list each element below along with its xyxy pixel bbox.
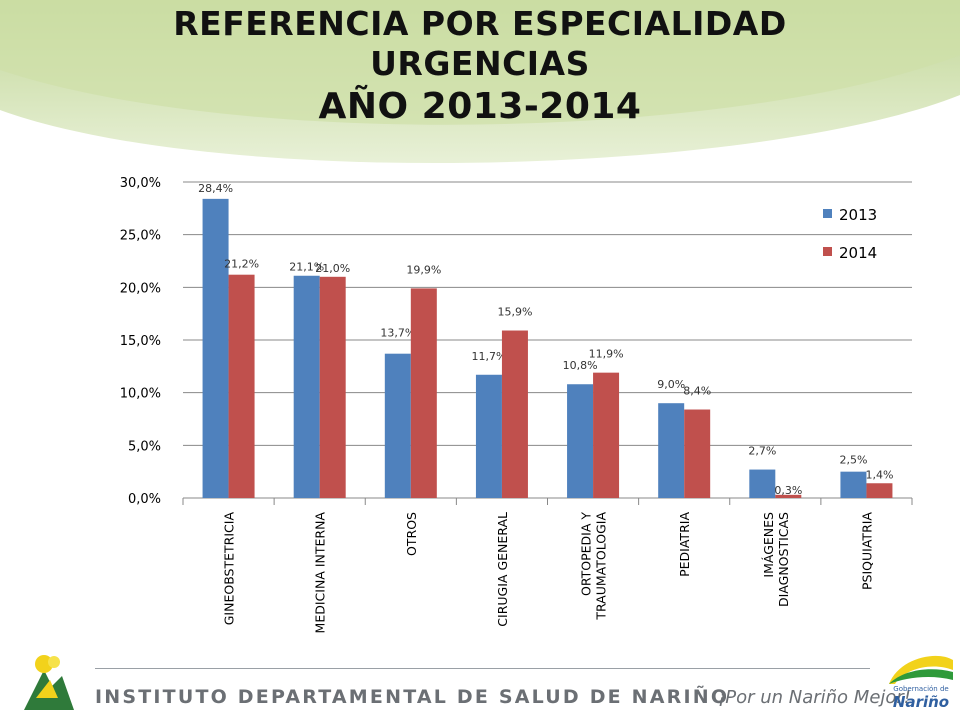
- data-label: 1,4%: [865, 468, 893, 481]
- data-label: 15,9%: [497, 306, 532, 319]
- bar-2013: [840, 471, 867, 498]
- bar-chart: 0,0% 5,0% 10,0% 15,0% 20,0% 25,0% 30,0% 28,4% 21…: [95, 165, 920, 665]
- data-label: 0,3%: [774, 484, 802, 497]
- title-line-1: REFERENCIA POR ESPECIALIDAD: [173, 4, 787, 43]
- title-line-3: AÑO 2013-2014: [318, 85, 642, 127]
- category-label: DIAGNOSTICAS: [776, 512, 791, 607]
- y-tick-label: 20,0%: [120, 281, 161, 296]
- footer: INSTITUTO DEPARTAMENTAL DE SALUD DE NARI…: [0, 650, 960, 720]
- category-label: GINEOBSTETRICIA: [222, 512, 237, 626]
- bar-2014: [684, 409, 711, 498]
- bar-2014: [319, 276, 346, 498]
- data-label: 10,8%: [563, 359, 598, 372]
- institution-name: INSTITUTO DEPARTAMENTAL DE SALUD DE NARI…: [95, 686, 730, 708]
- footer-divider: [95, 668, 870, 669]
- institution-logo-icon: [24, 655, 74, 710]
- legend-label: 2014: [839, 244, 877, 262]
- bar-2013: [293, 275, 320, 498]
- data-label: 21,0%: [315, 262, 350, 275]
- data-label: 8,4%: [683, 385, 711, 398]
- bar-2013: [384, 353, 411, 498]
- gobernacion-logo-text: Gobernación de Nariño: [889, 685, 953, 711]
- y-tick-label: 5,0%: [128, 439, 161, 454]
- y-tick-label: 25,0%: [120, 229, 161, 244]
- data-label: 28,4%: [198, 182, 233, 195]
- bar-2014: [775, 494, 802, 498]
- category-label: IMÁGENES: [761, 512, 776, 578]
- slogan: ¡Por un Nariño Mejor!: [718, 687, 912, 708]
- bar-2013: [475, 374, 502, 498]
- bar-2014: [410, 288, 437, 498]
- category-label: MEDICINA INTERNA: [313, 512, 328, 634]
- data-label: 11,9%: [589, 348, 624, 361]
- bar-2014: [593, 372, 620, 498]
- bar-2014: [228, 274, 255, 498]
- bar-2014: [501, 330, 528, 498]
- category-label: PSIQUIATRIA: [859, 512, 874, 590]
- title-line-2: URGENCIAS: [370, 44, 590, 84]
- legend-swatch-2013: [823, 209, 832, 218]
- chart-svg: 0,0% 5,0% 10,0% 15,0% 20,0% 25,0% 30,0% 28,4% 21…: [120, 176, 913, 634]
- data-label: 13,7%: [380, 327, 415, 340]
- slide-title: REFERENCIA POR ESPECIALIDAD URGENCIAS AÑ…: [0, 4, 960, 128]
- bar-2014: [866, 483, 893, 498]
- data-label: 21,1%: [289, 261, 324, 274]
- y-tick-label: 0,0%: [128, 492, 161, 507]
- logo-big-text: Nariño: [892, 692, 950, 711]
- data-label: 2,5%: [839, 454, 867, 467]
- category-label: CIRUGIA GENERAL: [495, 512, 510, 627]
- bar-2013: [658, 403, 685, 498]
- y-tick-label: 30,0%: [120, 176, 161, 191]
- bar-2013: [202, 198, 229, 498]
- legend-swatch-2014: [823, 247, 832, 256]
- y-tick-label: 15,0%: [120, 334, 161, 349]
- data-label: 9,0%: [657, 378, 685, 391]
- category-label: PEDIATRIA: [677, 512, 692, 577]
- legend-label: 2013: [839, 206, 877, 224]
- data-label: 19,9%: [406, 263, 441, 276]
- data-label: 11,7%: [471, 350, 506, 363]
- bar-2013: [567, 384, 594, 498]
- bar-2013: [749, 469, 776, 498]
- data-label: 21,2%: [224, 258, 259, 271]
- category-label: OTROS: [404, 512, 419, 556]
- gobernacion-logo-icon: [889, 655, 953, 684]
- data-label: 2,7%: [748, 445, 776, 458]
- category-label: ORTOPEDIA Y: [579, 512, 594, 596]
- y-tick-label: 10,0%: [120, 387, 161, 402]
- category-label: TRAUMATOLOGIA: [594, 512, 609, 621]
- logo-small-text: Gobernación de: [893, 685, 949, 693]
